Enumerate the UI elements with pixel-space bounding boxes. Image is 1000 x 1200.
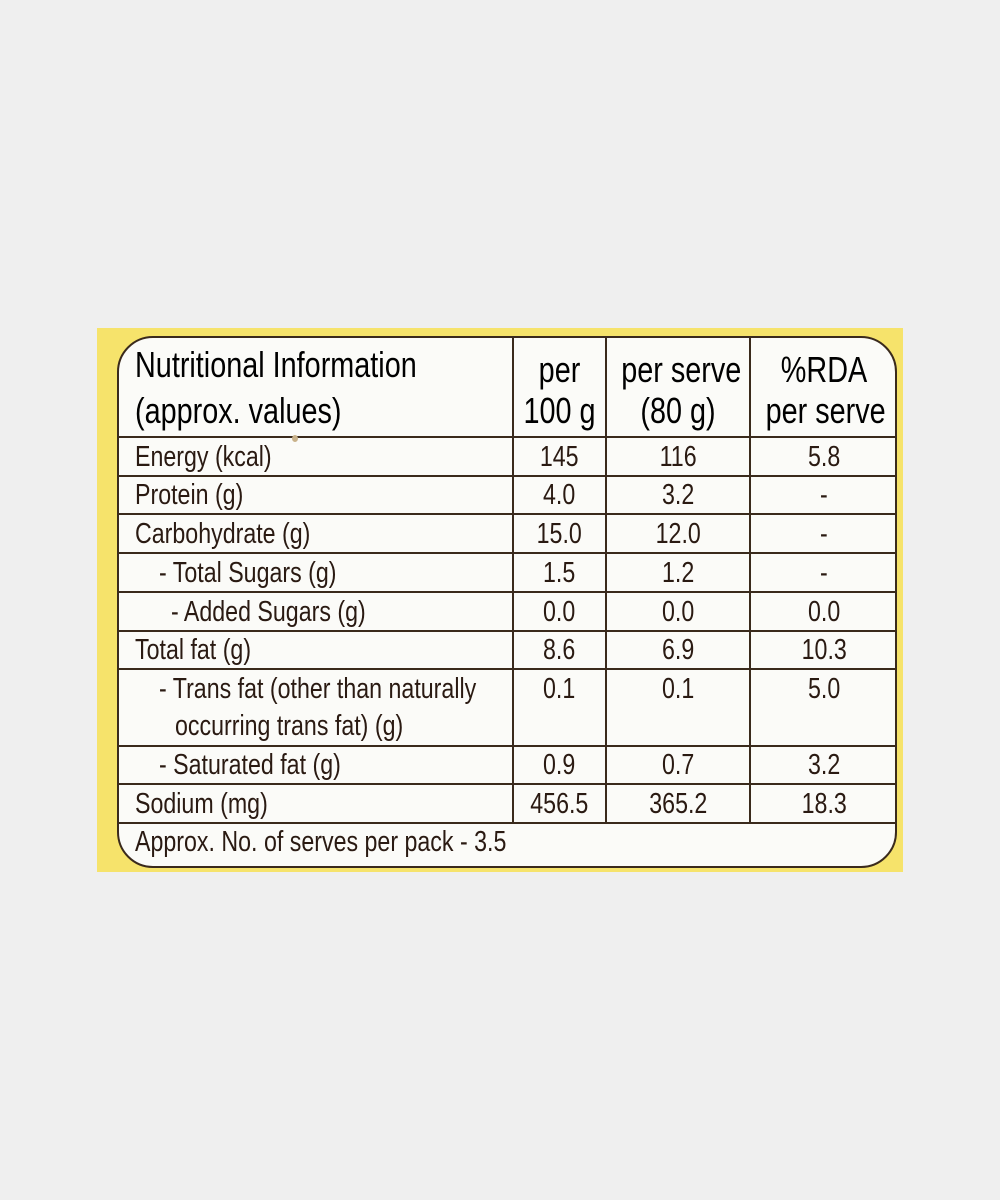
table-cell: 5.8 bbox=[751, 438, 895, 475]
table-cell: 145 bbox=[514, 438, 605, 475]
table-cell: 3.2 bbox=[751, 747, 895, 783]
value-per-100g: 8.6 bbox=[543, 634, 576, 666]
table-cell: 0.0 bbox=[751, 593, 895, 630]
row-divider bbox=[119, 552, 895, 554]
row-divider bbox=[119, 475, 895, 477]
value-per-serve: 116 bbox=[659, 440, 697, 473]
value-per-100g: 4.0 bbox=[543, 479, 576, 511]
row-label-saturated-fat: - Saturated fat (g) bbox=[159, 749, 341, 781]
value-per-serve: 6.9 bbox=[661, 634, 695, 666]
value-rda: 5.8 bbox=[807, 440, 841, 473]
row-divider bbox=[119, 745, 895, 747]
table-cell: 0.1 bbox=[607, 670, 749, 707]
row-label-sodium: Sodium (mg) bbox=[135, 787, 268, 820]
nutrition-panel: Nutritional Information (approx. values)… bbox=[117, 336, 897, 868]
table-cell: 5.0 bbox=[751, 670, 895, 707]
row-divider bbox=[119, 591, 895, 593]
row-label-total-fat: Total fat (g) bbox=[135, 634, 252, 666]
value-rda: - bbox=[820, 479, 828, 511]
row-divider bbox=[119, 513, 895, 515]
row-divider bbox=[119, 822, 895, 824]
table-cell: 3.2 bbox=[607, 477, 749, 513]
value-per-100g: 0.1 bbox=[543, 672, 576, 705]
table-cell: 365.2 bbox=[607, 785, 749, 822]
table-cell: 0.9 bbox=[514, 747, 605, 783]
row-divider bbox=[119, 668, 895, 670]
value-per-serve: 12.0 bbox=[655, 517, 701, 550]
value-per-100g: 1.5 bbox=[543, 556, 576, 589]
row-label-trans-fat: - Trans fat (other than naturally bbox=[159, 672, 477, 705]
value-per-100g: 456.5 bbox=[530, 787, 589, 820]
row-label-total-sugars: - Total Sugars (g) bbox=[159, 556, 337, 589]
table-row-label: Protein (g) bbox=[135, 477, 512, 513]
value-per-100g: 15.0 bbox=[536, 517, 583, 550]
row-label-energy: Energy (kcal) bbox=[135, 440, 272, 473]
column-divider bbox=[512, 338, 514, 823]
value-per-serve: 365.2 bbox=[648, 787, 708, 820]
print-speck bbox=[292, 435, 298, 442]
table-cell: 6.9 bbox=[607, 632, 749, 668]
column-divider bbox=[605, 338, 607, 823]
table-cell: 1.5 bbox=[514, 554, 605, 591]
value-per-100g: 0.9 bbox=[543, 749, 576, 781]
table-cell: 456.5 bbox=[514, 785, 605, 822]
row-divider bbox=[119, 783, 895, 785]
value-per-serve: 0.7 bbox=[661, 749, 695, 781]
table-cell: 1.2 bbox=[607, 554, 749, 591]
table-row-label: Carbohydrate (g) bbox=[135, 515, 512, 552]
value-per-serve: 1.2 bbox=[661, 556, 695, 589]
row-label-trans-fat-line2: occurring trans fat) (g) bbox=[175, 709, 404, 742]
value-per-100g: 0.0 bbox=[543, 595, 576, 628]
value-rda: 10.3 bbox=[801, 634, 847, 666]
table-cell: 0.0 bbox=[607, 593, 749, 630]
table-cell: 0.1 bbox=[514, 670, 605, 707]
column-header-per-serve: per serve bbox=[621, 349, 742, 390]
column-header-rda: %RDA bbox=[780, 349, 868, 390]
column-header-rda-unit: per serve bbox=[765, 390, 886, 431]
table-cell: 15.0 bbox=[514, 515, 605, 552]
table-cell: - bbox=[751, 477, 895, 513]
table-row-label: Sodium (mg) bbox=[135, 785, 512, 822]
table-row-label-continued: occurring trans fat) (g) bbox=[175, 707, 512, 744]
table-cell: 18.3 bbox=[751, 785, 895, 822]
value-rda: 18.3 bbox=[801, 787, 847, 820]
table-cell: - bbox=[751, 554, 895, 591]
table-title: Nutritional Information bbox=[135, 344, 417, 385]
value-rda: - bbox=[820, 556, 828, 589]
table-cell: 0.7 bbox=[607, 747, 749, 783]
table-row-label: - Trans fat (other than naturally bbox=[159, 670, 512, 707]
table-row-label: - Saturated fat (g) bbox=[159, 747, 512, 783]
table-cell: 8.6 bbox=[514, 632, 605, 668]
value-per-serve: 0.1 bbox=[661, 672, 695, 705]
serves-per-pack: Approx. No. of serves per pack - 3.5 bbox=[135, 824, 875, 860]
value-per-100g: 145 bbox=[540, 440, 579, 473]
table-cell: 4.0 bbox=[514, 477, 605, 513]
row-divider bbox=[119, 630, 895, 632]
table-row-label: Energy (kcal) bbox=[135, 438, 512, 475]
table-subtitle: (approx. values) bbox=[135, 390, 342, 431]
table-row-label: - Total Sugars (g) bbox=[159, 554, 512, 591]
column-header-per-100g-unit: 100 g bbox=[523, 390, 596, 431]
row-divider bbox=[119, 436, 895, 438]
table-cell: - bbox=[751, 515, 895, 552]
value-rda: 5.0 bbox=[807, 672, 841, 705]
column-divider bbox=[749, 338, 751, 823]
row-label-carbohydrate: Carbohydrate (g) bbox=[135, 517, 311, 550]
serves-per-pack-text: Approx. No. of serves per pack - 3.5 bbox=[135, 826, 507, 858]
column-header-per-100g: per bbox=[538, 349, 581, 390]
column-header-per-serve-unit: (80 g) bbox=[640, 390, 716, 431]
table-row-label: Total fat (g) bbox=[135, 632, 512, 668]
table-cell: 0.0 bbox=[514, 593, 605, 630]
table-cell: 116 bbox=[607, 438, 749, 475]
value-rda: 3.2 bbox=[807, 749, 841, 781]
table-cell: 10.3 bbox=[751, 632, 895, 668]
table-row-label: - Added Sugars (g) bbox=[171, 593, 512, 630]
value-rda: 0.0 bbox=[807, 595, 841, 628]
value-rda: - bbox=[820, 517, 828, 550]
row-label-protein: Protein (g) bbox=[135, 479, 244, 511]
row-label-added-sugars: - Added Sugars (g) bbox=[171, 595, 366, 628]
value-per-serve: 3.2 bbox=[661, 479, 695, 511]
value-per-serve: 0.0 bbox=[661, 595, 695, 628]
table-cell: 12.0 bbox=[607, 515, 749, 552]
